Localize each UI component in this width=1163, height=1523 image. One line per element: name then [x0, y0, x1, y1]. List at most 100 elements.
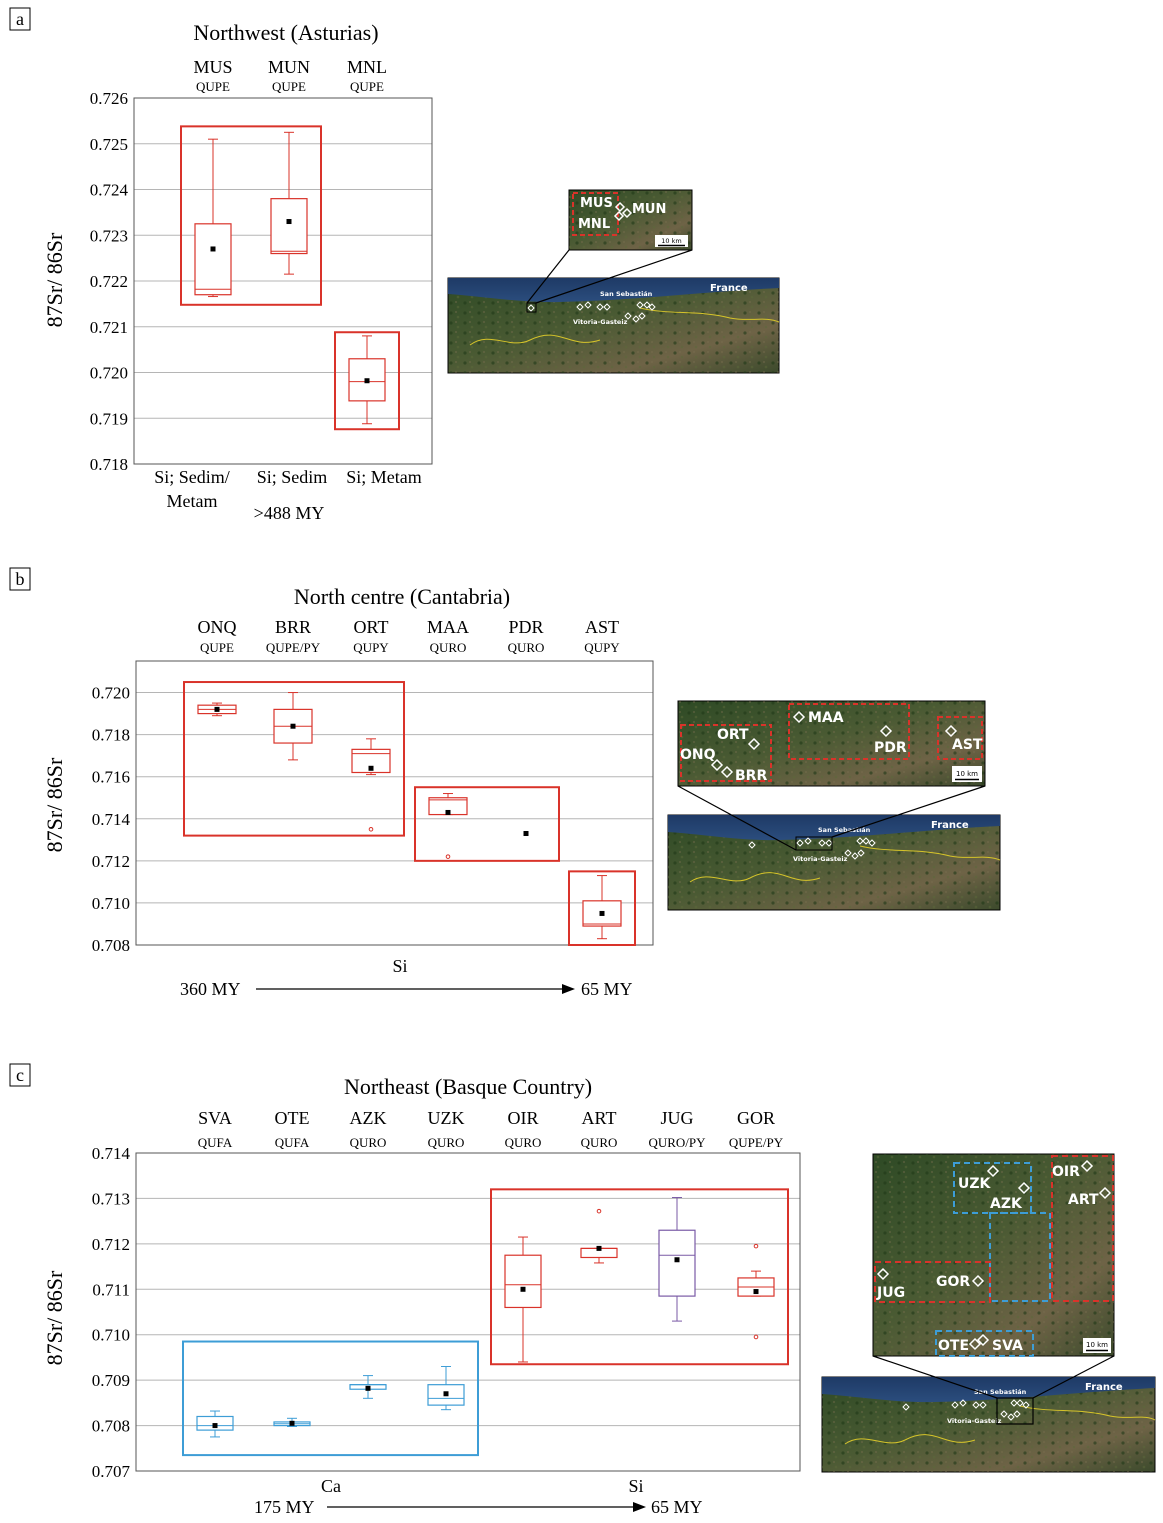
map-overview-c: France San Sebastián Vitoria-Gasteiz [821, 1376, 1156, 1473]
map-inset-c: OIR UZK AZK ART GOR JUG OTE SVA 10 km [872, 1153, 1115, 1357]
y-tick-label-c-1: 0.708 [92, 1417, 130, 1436]
y-tick-label-b-5: 0.718 [92, 726, 130, 745]
group-frame-a-0 [180, 125, 322, 306]
category-label-c-2: AZK [350, 1108, 387, 1128]
inset-label-sva: SVA [992, 1338, 1023, 1354]
group-frame-a-1 [334, 331, 400, 431]
y-tick-label-c-0: 0.707 [92, 1462, 131, 1481]
y-axis-label-b: 87Sr/ 86Sr [42, 757, 67, 852]
x-category-label-a-2: Si; Metam [346, 467, 422, 487]
panel-letter-a: a [9, 7, 31, 31]
inset-label-azk: AZK [990, 1196, 1023, 1212]
age-label-a: >488 MY [254, 503, 325, 523]
group-frame-b-1 [414, 786, 560, 862]
category-label-c-5: ART [582, 1108, 617, 1128]
category-label-b-5: AST [585, 617, 619, 637]
plot-frame-c [135, 1152, 801, 1472]
x-label-b: Si [392, 956, 407, 976]
inset-label-mus: MUS [580, 196, 613, 211]
category-label-a-0: MUS [193, 57, 232, 77]
scale-label-b: 10 km [956, 770, 978, 778]
inset-label-gor: GOR [936, 1274, 970, 1290]
category-subcode-c-1: QUFA [275, 1135, 310, 1150]
x-label-c-right: Si [628, 1476, 643, 1496]
y-tick-label-c-6: 0.713 [92, 1189, 130, 1208]
mean-marker-a-0 [210, 246, 216, 252]
inset-label-ort: ORT [717, 727, 749, 743]
category-label-a-1: MUN [268, 57, 310, 77]
y-tick-label-b-1: 0.710 [92, 894, 130, 913]
scale-label-a: 10 km [661, 237, 681, 245]
age-to-b: 65 MY [581, 979, 633, 999]
chart-panel-b: 0.708 0.710 0.712 0.714 0.716 0.718 0.720 North… [42, 584, 654, 955]
box-b-2 [351, 748, 391, 774]
mean-marker-a-2 [364, 378, 370, 384]
panel-letter-b: b [9, 567, 31, 591]
mean-marker-b-2 [368, 765, 374, 771]
chart-panel-a: 0.718 0.719 0.720 0.721 0.722 0.723 0.724 0.725… [42, 20, 433, 474]
map-label-sansebastian-a: San Sebastián [600, 290, 653, 298]
mean-marker-c-1 [289, 1420, 295, 1426]
map-overview-b: France San Sebastián Vitoria-Gasteiz [667, 814, 1001, 911]
y-tick-label-b-4: 0.716 [92, 768, 130, 787]
inset-label-brr: BRR [735, 768, 767, 784]
category-subcode-c-7: QUPE/PY [729, 1135, 784, 1150]
category-label-b-0: ONQ [198, 617, 237, 637]
chart-title-c: Northeast (Basque Country) [344, 1074, 592, 1099]
category-subcode-c-6: QURO/PY [648, 1135, 706, 1150]
category-subcode-b-1: QUPE/PY [266, 640, 321, 655]
plot-frame-a [133, 97, 433, 465]
mean-marker-a-1 [286, 219, 292, 225]
map-zoom-lines-c [872, 1355, 1115, 1399]
x-category-label-a-1: Si; Sedim [257, 467, 328, 487]
category-subcode-b-0: QUPE [200, 640, 234, 655]
scale-label-c: 10 km [1086, 1341, 1108, 1349]
y-tick-label-b-0: 0.708 [92, 936, 130, 955]
map-label-sansebastian-b: San Sebastián [818, 826, 871, 834]
x-label-c-left: Ca [321, 1476, 341, 1496]
y-axis-label-c: 87Sr/ 86Sr [42, 1270, 67, 1365]
inset-label-onq: ONQ [680, 747, 716, 763]
y-tick-label-c-2: 0.709 [92, 1371, 130, 1390]
inset-label-ast: AST [952, 737, 983, 753]
y-tick-label-a-2: 0.720 [90, 364, 128, 383]
inset-label-uzk: UZK [958, 1176, 992, 1192]
map-label-vitoria-c: Vitoria-Gasteiz [947, 1417, 1002, 1425]
category-subcode-b-2: QUPY [353, 640, 389, 655]
svg-text:a: a [16, 9, 24, 29]
inset-label-oir: OIR [1052, 1164, 1080, 1180]
mean-marker-b-0 [214, 706, 220, 712]
map-zoom-lines-b [677, 785, 986, 851]
age-to-c: 65 MY [651, 1497, 703, 1517]
outlier-b-2-0 [368, 826, 374, 832]
inset-label-jug: JUG [876, 1285, 905, 1301]
age-from-c: 175 MY [254, 1497, 315, 1517]
category-label-c-0: SVA [198, 1108, 232, 1128]
inset-label-mun: MUN [632, 202, 666, 217]
outlier-b-3-0 [445, 854, 451, 859]
map-label-vitoria-a: Vitoria-Gasteiz [573, 318, 628, 326]
y-tick-label-b-6: 0.720 [92, 684, 130, 703]
category-label-b-4: PDR [508, 617, 543, 637]
map-zoom-lines-a [526, 249, 693, 304]
category-label-b-2: ORT [354, 617, 389, 637]
category-subcode-b-4: QURO [508, 640, 545, 655]
map-label-vitoria-b: Vitoria-Gasteiz [793, 855, 848, 863]
inset-label-ote: OTE [938, 1338, 969, 1354]
map-label-france-c: France [1085, 1382, 1123, 1393]
mean-marker-c-2 [365, 1385, 371, 1391]
y-tick-label-c-4: 0.711 [92, 1280, 130, 1299]
group-frame-c-0 [182, 1340, 479, 1457]
y-tick-label-b-3: 0.714 [92, 810, 131, 829]
category-label-b-3: MAA [427, 617, 469, 637]
group-frame-b-0 [183, 681, 405, 837]
chart-title-b: North centre (Cantabria) [294, 584, 510, 609]
box-a-0 [194, 223, 232, 296]
x-category-label-a-0: Si; Sedim/ [154, 467, 230, 487]
category-label-c-6: JUG [660, 1108, 693, 1128]
category-label-c-1: OTE [275, 1108, 310, 1128]
map-label-france-a: France [710, 283, 748, 294]
x-category-label-a-0b: Metam [167, 491, 218, 511]
mean-marker-c-7 [753, 1289, 759, 1295]
